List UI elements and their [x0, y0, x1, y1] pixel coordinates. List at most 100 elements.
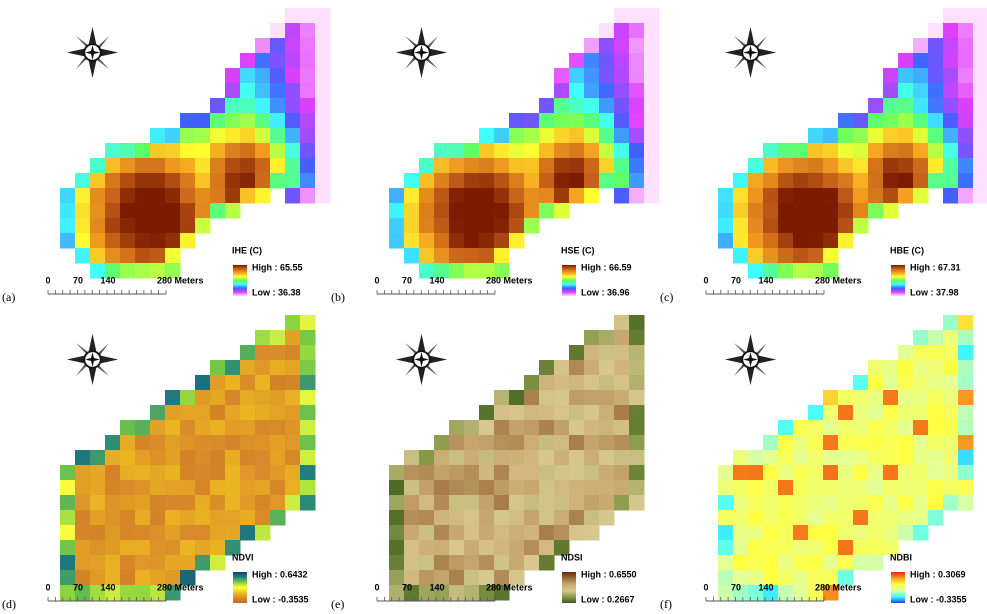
raster-cell [554, 143, 570, 159]
raster-cell [300, 330, 316, 346]
raster-cell [494, 173, 510, 189]
raster-cell [928, 465, 944, 481]
raster-cell [569, 98, 585, 114]
raster-cell [599, 158, 615, 174]
raster-cell [599, 330, 615, 346]
raster-cell [270, 173, 286, 189]
raster-cell [793, 510, 809, 526]
raster-cell [569, 188, 585, 204]
raster-cell [150, 450, 166, 466]
raster-cell [150, 203, 166, 219]
raster-cell [973, 8, 987, 24]
raster-cell [614, 360, 630, 376]
raster-cell [763, 435, 779, 451]
raster-cell [629, 128, 645, 144]
legend-ramp [233, 572, 247, 603]
raster-cell [150, 233, 166, 249]
raster-cell [270, 510, 286, 526]
raster-cell [599, 435, 615, 451]
raster-cell [928, 173, 944, 189]
raster-cell [464, 263, 480, 279]
raster-cell [763, 173, 779, 189]
raster-cell [285, 465, 301, 481]
raster-cell [793, 465, 809, 481]
raster-cell [270, 98, 286, 114]
raster-cell [808, 188, 824, 204]
raster-cell [733, 233, 749, 249]
raster-cell [464, 525, 480, 541]
scale-label: 70 [731, 275, 741, 285]
raster-cell [614, 53, 630, 69]
raster-cell [300, 158, 316, 174]
raster-cell [300, 8, 316, 24]
raster-cell [599, 420, 615, 436]
raster-cell [90, 525, 106, 541]
raster-cell [300, 315, 316, 331]
raster-cell [539, 188, 555, 204]
raster-cell [644, 53, 660, 69]
raster-cell [898, 465, 914, 481]
raster-cell [240, 450, 256, 466]
raster-cell [898, 158, 914, 174]
raster-cell [270, 53, 286, 69]
raster-cell [853, 540, 869, 556]
raster-cell [419, 158, 435, 174]
raster-cell [928, 390, 944, 406]
raster-cell [180, 480, 196, 496]
raster-cell [793, 480, 809, 496]
raster-cell [270, 143, 286, 159]
raster-cell [823, 525, 839, 541]
raster-cell [913, 525, 929, 541]
raster-cell [389, 540, 405, 556]
raster-cell [449, 510, 465, 526]
raster-cell [464, 555, 480, 571]
raster-cell [883, 68, 899, 84]
raster-cell [105, 248, 121, 264]
raster-cell [449, 480, 465, 496]
raster-cell [748, 233, 764, 249]
raster-cell [180, 465, 196, 481]
raster-cell [120, 555, 136, 571]
raster-cell [614, 23, 630, 39]
raster-cell [494, 143, 510, 159]
raster-cell [270, 465, 286, 481]
raster-cell [300, 465, 316, 481]
raster-cell [569, 375, 585, 391]
raster-cell [464, 465, 480, 481]
legend-ramp [562, 265, 576, 296]
raster-cell [928, 128, 944, 144]
raster-cell [808, 420, 824, 436]
raster-cell [135, 218, 151, 234]
scale-label: 280 Meters [815, 582, 862, 592]
raster-cell [599, 375, 615, 391]
raster-cell [180, 188, 196, 204]
raster-cell [509, 390, 525, 406]
raster-cell [150, 405, 166, 421]
raster-cell [569, 128, 585, 144]
raster-cell [449, 495, 465, 511]
raster-cell [913, 143, 929, 159]
raster-cell [748, 495, 764, 511]
raster-cell [165, 495, 181, 511]
raster-cell [300, 390, 316, 406]
raster-cell [883, 143, 899, 159]
raster-cell [808, 143, 824, 159]
raster-cell [554, 510, 570, 526]
raster-cell [240, 53, 256, 69]
raster-cell [135, 248, 151, 264]
raster-cell [479, 450, 495, 466]
raster-cell [973, 83, 987, 99]
raster-cell [494, 390, 510, 406]
raster-cell [240, 158, 256, 174]
raster-cell [210, 420, 226, 436]
raster-cell [60, 480, 76, 496]
raster-cell [135, 540, 151, 556]
raster-cell [135, 450, 151, 466]
raster-cell [868, 465, 884, 481]
raster-cell [943, 480, 959, 496]
raster-cell [509, 203, 525, 219]
raster-cell [165, 173, 181, 189]
raster-cell [599, 510, 615, 526]
raster-cell [255, 143, 271, 159]
raster-cell [853, 375, 869, 391]
